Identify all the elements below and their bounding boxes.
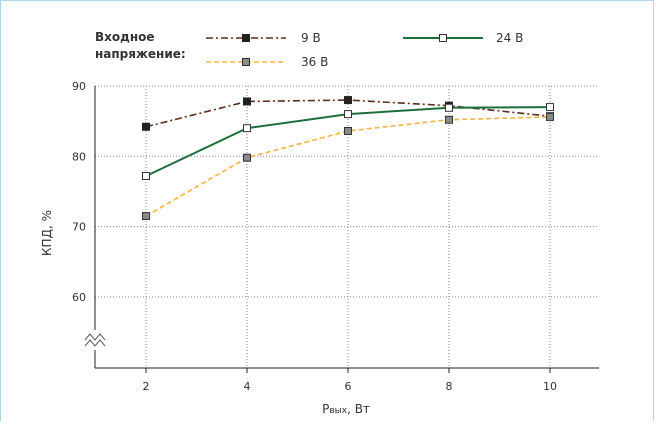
legend-title: Входное [95, 30, 155, 44]
data-point-marker [344, 126, 352, 135]
x-axis-label-sub: вых [329, 406, 347, 416]
y-axis-label: КПД, % [40, 210, 54, 256]
x-axis-label: Pвых, Вт [322, 402, 370, 416]
legend-marker [242, 34, 250, 42]
x-tick-label: 4 [244, 380, 251, 393]
x-axis-label-main: P [322, 402, 329, 416]
series-line [145, 116, 551, 217]
x-tick-label: 2 [143, 380, 150, 393]
tick-labels: 60 70 80 90 2 4 6 8 10 [72, 80, 557, 393]
legend-label: 36 В [301, 55, 328, 69]
axes [84, 86, 599, 369]
legend-marker [439, 34, 447, 42]
series-lines [142, 96, 554, 221]
data-point-marker [445, 115, 453, 124]
data-point-marker [142, 171, 150, 180]
data-point-marker [546, 103, 554, 112]
legend-item: 9 В [206, 31, 321, 45]
data-point-marker [344, 110, 352, 119]
x-axis-label-unit: , Вт [347, 402, 370, 416]
axis-break-icon [84, 339, 106, 347]
legend-label: 9 В [301, 31, 321, 45]
y-tick-label: 80 [72, 150, 86, 163]
y-tick-label: 90 [72, 80, 86, 93]
legend-title: напряжение: [95, 47, 186, 61]
series-2 [142, 103, 554, 180]
x-tick-label: 10 [543, 380, 557, 393]
data-point-marker [546, 112, 554, 121]
axis-break-icon [84, 333, 106, 341]
data-point-marker [243, 97, 251, 106]
x-tick-label: 8 [446, 380, 453, 393]
data-point-marker [243, 124, 251, 133]
y-tick-label: 60 [72, 291, 86, 304]
legend: Входное напряжение: 9 В 24 В 36 В [95, 30, 523, 69]
data-point-marker [344, 96, 352, 105]
legend-item: 24 В [403, 31, 523, 45]
data-point-marker [243, 153, 251, 162]
series-3 [142, 112, 554, 221]
data-point-marker [142, 122, 150, 131]
legend-label: 24 В [496, 31, 523, 45]
legend-marker [242, 58, 250, 66]
data-point-marker [142, 212, 150, 221]
legend-item: 36 В [206, 55, 328, 69]
y-tick-label: 70 [72, 221, 86, 234]
grid-lines [95, 85, 599, 368]
x-tick-label: 6 [345, 380, 352, 393]
data-point-marker [445, 103, 453, 112]
